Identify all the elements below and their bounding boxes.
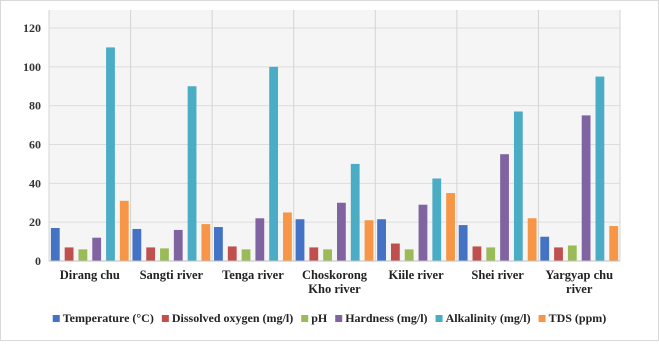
x-category-label: Choskorong [302,268,368,282]
y-tick-label: 100 [23,60,41,74]
bar [609,226,619,261]
legend-swatch [435,315,443,322]
legend-label: Temperature (°C) [63,311,154,325]
bar [390,243,400,261]
plot-area [49,10,620,261]
bar [527,218,537,261]
legend-item: pH [301,311,328,325]
legend-label: Alkalinity (mg/l) [446,311,531,325]
bar [404,249,414,261]
bar [201,224,211,261]
bar [119,200,129,261]
x-category-label: Dirang chu [60,268,120,282]
x-category-label: Kho river [308,282,361,296]
y-tick-label: 60 [29,138,41,152]
legend-swatch [161,315,169,322]
bar [92,237,102,261]
x-category-label: Yargyap chu [545,268,613,282]
legend-item: Alkalinity (mg/l) [435,311,531,325]
bar [173,229,183,261]
bar [500,154,509,261]
bar [64,247,74,261]
legend-swatch [301,315,309,322]
legend-item: TDS (ppm) [538,311,607,325]
y-tick-label: 20 [29,215,41,229]
bar [350,163,360,261]
legend-swatch [52,315,60,322]
bar [106,47,115,261]
bar [486,247,496,261]
bar [214,227,223,261]
legend-item: Dissolved oxygen (mg/l) [161,311,293,325]
legend-label: TDS (ppm) [549,311,607,325]
y-tick-label: 80 [29,99,41,113]
bar [472,246,482,261]
bar [50,227,60,261]
bar [160,248,169,261]
bar [418,204,428,261]
bar [513,111,523,261]
bar [595,76,605,262]
legend-label: Hardness (mg/l) [345,311,427,325]
legend-label: pH [311,311,328,325]
y-tick-label: 0 [35,254,41,268]
bar [227,246,237,261]
bar [458,225,468,261]
x-category-label: Sangti river [140,268,204,282]
bar [567,245,577,261]
bar [540,236,550,261]
bar [364,220,374,261]
bar [146,247,156,261]
x-category-label: Kiile river [388,268,444,282]
bar [581,115,591,261]
bar [241,249,251,261]
legend-item: Temperature (°C) [52,311,154,325]
x-category-label: Shei river [471,268,524,282]
bar [78,249,88,261]
bar [309,247,319,261]
bar [187,86,197,261]
bar [377,219,386,261]
bar [255,218,265,261]
x-category-label: Tenga river [222,268,284,282]
y-tick-label: 120 [23,21,41,35]
bar [554,247,563,261]
bar [295,219,305,261]
bar [283,212,292,261]
x-category-label: river [566,282,593,296]
bar [269,66,279,261]
bar [337,202,346,261]
y-tick-label: 40 [29,176,41,190]
bar [432,178,442,261]
bar [446,193,455,261]
bar [323,249,332,261]
legend-label: Dissolved oxygen (mg/l) [172,311,293,325]
bar [132,228,142,261]
legend-swatch [538,315,546,322]
legend-swatch [335,315,343,322]
legend-item: Hardness (mg/l) [335,311,428,325]
